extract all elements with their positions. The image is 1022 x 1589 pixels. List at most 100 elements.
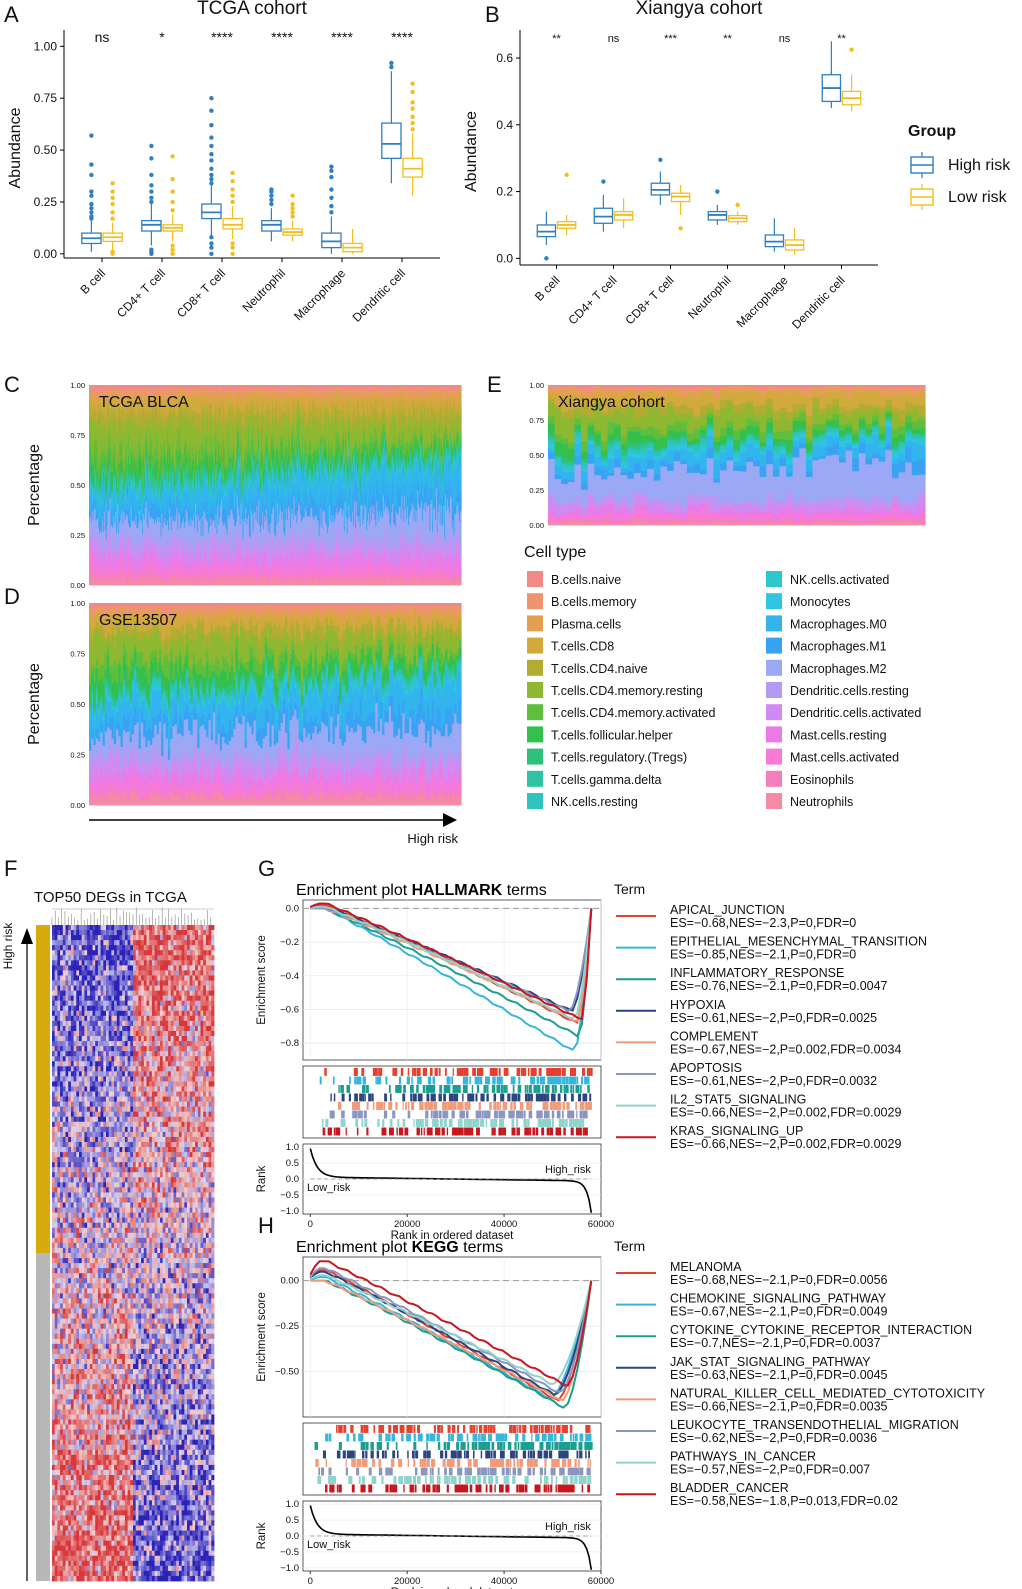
box <box>202 204 221 219</box>
outlier-point <box>601 179 605 183</box>
outlier-point <box>149 144 153 148</box>
panel-letter-a: A <box>4 2 19 27</box>
y-tick-label: 0.25 <box>34 195 58 209</box>
outlier-point <box>149 196 153 200</box>
outlier-point <box>269 187 273 191</box>
outlier-point <box>230 194 234 198</box>
box-low-2 <box>223 171 242 256</box>
outlier-point <box>170 200 174 204</box>
outlier-point <box>209 252 213 256</box>
outlier-point <box>209 177 213 181</box>
box-low-5 <box>403 81 422 195</box>
outlier-point <box>849 47 853 51</box>
box-low-3 <box>283 194 302 242</box>
box-high-0 <box>82 133 101 251</box>
outlier-point <box>230 187 234 191</box>
y-axis-label: Abundance <box>7 107 24 188</box>
box <box>382 123 401 158</box>
outlier-point <box>149 156 153 160</box>
box-high-4 <box>322 164 341 253</box>
outlier-point <box>89 202 93 206</box>
outlier-point <box>290 214 294 218</box>
chart-title: TCGA cohort <box>197 0 308 19</box>
outlier-point <box>715 189 719 193</box>
panel-letter-b: B <box>485 2 500 27</box>
x-tick-label: Dendritic cell <box>350 266 408 324</box>
x-tick-label: B cell <box>532 273 563 304</box>
significance-label: ns <box>95 29 110 45</box>
box-high-3 <box>708 189 726 225</box>
panel-letter-d: D <box>4 584 20 609</box>
box-low-5 <box>843 47 861 111</box>
significance-label: **** <box>391 29 413 45</box>
panel-letter-e: E <box>487 372 502 397</box>
legend-item-1: Low risk <box>911 184 1008 210</box>
significance-label: ** <box>723 33 732 45</box>
outlier-point <box>110 250 114 254</box>
y-tick-label: 0.4 <box>496 118 513 132</box>
outlier-point <box>290 194 294 198</box>
outlier-point <box>209 181 213 185</box>
outlier-point <box>410 115 414 119</box>
outlier-point <box>89 133 93 137</box>
box <box>403 158 422 177</box>
outlier-point <box>389 65 393 69</box>
outlier-point <box>89 189 93 193</box>
outlier-point <box>269 198 273 202</box>
outlier-point <box>89 214 93 218</box>
x-tick-label: CD4+ T cell <box>114 266 168 320</box>
outlier-point <box>209 152 213 156</box>
outlier-point <box>230 241 234 245</box>
outlier-point <box>170 189 174 193</box>
outlier-point <box>410 121 414 125</box>
outlier-point <box>110 189 114 193</box>
outlier-point <box>544 256 548 260</box>
legend-label: Low risk <box>948 189 1008 206</box>
outlier-point <box>170 247 174 251</box>
outlier-point <box>290 206 294 210</box>
outlier-point <box>290 210 294 214</box>
outlier-point <box>110 181 114 185</box>
box-low-4 <box>343 229 362 254</box>
outlier-point <box>209 144 213 148</box>
outlier-point <box>170 208 174 212</box>
outlier-point <box>389 61 393 65</box>
box-low-4 <box>786 228 804 255</box>
x-tick-label: CD8+ T cell <box>174 266 228 320</box>
outlier-point <box>110 202 114 206</box>
outlier-point <box>170 177 174 181</box>
x-tick-label: CD4+ T cell <box>565 273 619 327</box>
outlier-point <box>410 127 414 131</box>
box-high-1 <box>142 144 161 256</box>
y-tick-label: 0.00 <box>34 247 58 261</box>
significance-label: *** <box>664 33 678 45</box>
outlier-point <box>410 81 414 85</box>
x-tick-label: Neutrophil <box>685 273 734 322</box>
box <box>322 233 341 248</box>
significance-label: * <box>159 29 165 45</box>
box <box>142 221 161 231</box>
box-low-0 <box>103 181 122 256</box>
outlier-point <box>110 196 114 200</box>
box <box>262 221 281 231</box>
outlier-point <box>110 210 114 214</box>
x-tick-label: Dendritic cell <box>789 273 847 331</box>
significance-label: ns <box>608 33 620 45</box>
box-high-4 <box>765 218 783 251</box>
chart-title: Xiangya cohort <box>636 0 763 19</box>
y-tick-label: 0.50 <box>34 143 58 157</box>
outlier-point <box>209 123 213 127</box>
outlier-point <box>209 167 213 171</box>
x-tick-label: Neutrophil <box>240 266 289 315</box>
outlier-point <box>230 171 234 175</box>
x-tick-label: B cell <box>77 266 108 297</box>
outlier-point <box>329 187 333 191</box>
outlier-point <box>209 173 213 177</box>
outlier-point <box>149 247 153 251</box>
outlier-point <box>149 189 153 193</box>
panel-letter-f: F <box>4 856 17 881</box>
outlier-point <box>209 158 213 162</box>
